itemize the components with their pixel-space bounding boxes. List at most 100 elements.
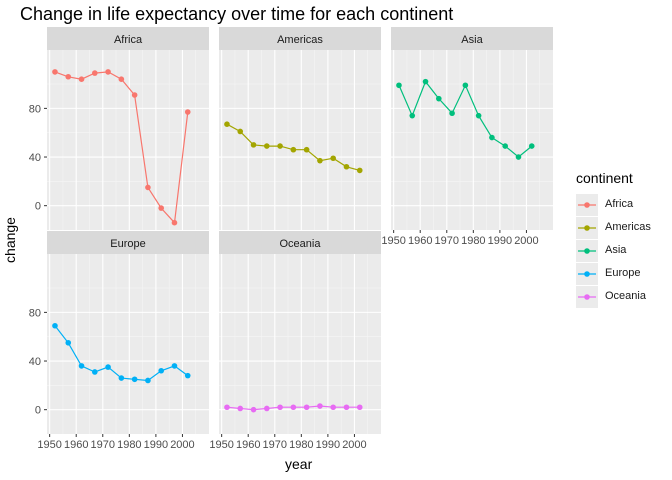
data-point-oceania-1982 [303, 404, 310, 411]
x-tick-label: 1970 [435, 235, 459, 247]
data-point-americas-1967 [264, 143, 270, 149]
facet-strip-asia [391, 27, 553, 50]
data-point-asia-1962 [422, 78, 429, 85]
y-axis-title: change [2, 217, 18, 263]
data-point-africa-1957 [65, 73, 72, 80]
data-point-oceania-1987 [317, 403, 323, 409]
y-tick-label: 0 [35, 201, 41, 213]
facet-strip-africa [47, 27, 209, 50]
data-point-europe-1977 [118, 375, 125, 381]
legend-item-oceania: Oceania [576, 286, 671, 309]
x-tick-label: 1990 [144, 439, 168, 451]
legend-item-asia: Asia [576, 240, 671, 263]
data-point-africa-1987 [145, 184, 151, 191]
y-tick-label: 80 [29, 307, 41, 319]
data-point-oceania-1972 [277, 404, 283, 411]
y-tick-label: 40 [29, 356, 41, 368]
x-tick-label: 1960 [408, 235, 432, 247]
data-point-asia-1952 [396, 82, 402, 89]
x-tick-label: 1950 [209, 439, 233, 451]
facet-strip-oceania [219, 231, 381, 254]
legend-label: Asia [605, 244, 627, 256]
data-point-americas-1957 [237, 128, 244, 135]
data-point-oceania-1962 [250, 406, 257, 413]
legend-key-oceania [576, 286, 598, 308]
data-point-oceania-1952 [224, 404, 230, 411]
legend-label: Africa [605, 198, 634, 210]
panel-bg-europe [47, 254, 209, 434]
data-point-oceania-2002 [356, 404, 363, 411]
legend-key-europe [576, 263, 598, 285]
x-tick-label: 1970 [91, 439, 115, 451]
data-point-americas-1992 [330, 155, 336, 162]
data-point-europe-1992 [158, 367, 164, 374]
data-point-europe-1952 [52, 322, 58, 329]
data-point-americas-1997 [343, 163, 350, 170]
data-point-americas-1972 [277, 143, 283, 149]
y-tick-label: 0 [35, 405, 41, 417]
data-point-asia-1972 [449, 110, 455, 117]
data-point-asia-1987 [489, 134, 495, 141]
x-tick-label: 2000 [342, 439, 366, 451]
data-point-europe-1962 [78, 363, 85, 369]
data-point-oceania-1997 [343, 404, 350, 411]
data-point-africa-1952 [52, 69, 58, 75]
data-point-europe-1967 [92, 369, 98, 375]
chart-title: Change in life expectancy over time for … [20, 4, 454, 24]
x-tick-label: 1980 [461, 235, 485, 247]
data-point-asia-1997 [515, 154, 522, 160]
data-point-americas-1982 [303, 146, 310, 153]
y-tick-label: 80 [29, 103, 41, 115]
data-point-asia-2002 [528, 143, 535, 149]
panel-bg-asia [391, 50, 553, 230]
data-point-africa-2002 [184, 109, 191, 115]
legend-label: Oceania [605, 290, 646, 302]
data-point-asia-1957 [409, 112, 416, 119]
data-point-africa-1997 [171, 219, 178, 226]
legend-title: continent [576, 170, 633, 186]
data-point-europe-1982 [131, 376, 138, 383]
data-point-europe-1997 [171, 363, 178, 369]
x-tick-label: 1990 [488, 235, 512, 247]
data-point-asia-1982 [475, 112, 482, 119]
data-point-africa-1962 [78, 76, 85, 82]
data-point-africa-1972 [105, 69, 111, 75]
data-point-asia-1977 [462, 82, 469, 89]
x-tick-label: 2000 [514, 235, 538, 247]
x-tick-label: 2000 [170, 439, 194, 451]
data-point-asia-1992 [502, 143, 508, 149]
legend-item-americas: Americas [576, 217, 671, 240]
data-point-oceania-1957 [237, 405, 244, 412]
data-point-americas-1962 [250, 142, 257, 148]
facet-label-europe: Europe [110, 238, 145, 250]
legend-key-africa [576, 194, 598, 216]
data-point-oceania-1967 [264, 405, 270, 412]
facet-strip-americas [219, 27, 381, 50]
x-tick-label: 1980 [117, 439, 141, 451]
panel-bg-americas [219, 50, 381, 230]
data-point-americas-1987 [317, 157, 323, 164]
legend-item-africa: Africa [576, 194, 671, 217]
data-point-africa-1992 [158, 205, 164, 211]
x-tick-label: 1990 [316, 439, 340, 451]
data-point-europe-1957 [65, 339, 72, 346]
data-point-asia-1967 [436, 95, 442, 102]
x-tick-label: 1950 [381, 235, 405, 247]
data-point-europe-1972 [105, 364, 111, 370]
facet-label-americas: Americas [277, 34, 323, 46]
y-tick-label: 40 [29, 152, 41, 164]
data-point-africa-1967 [92, 70, 98, 76]
x-tick-label: 1970 [263, 439, 287, 451]
legend-key-asia [576, 240, 598, 262]
data-point-oceania-1992 [330, 404, 336, 411]
data-point-americas-2002 [356, 167, 363, 174]
facet-label-oceania: Oceania [280, 238, 322, 250]
legend-item-europe: Europe [576, 263, 671, 286]
x-tick-label: 1960 [236, 439, 260, 451]
facet-label-asia: Asia [461, 34, 483, 46]
legend-key-americas [576, 217, 598, 239]
data-point-americas-1952 [224, 121, 230, 127]
data-point-oceania-1977 [290, 404, 297, 411]
